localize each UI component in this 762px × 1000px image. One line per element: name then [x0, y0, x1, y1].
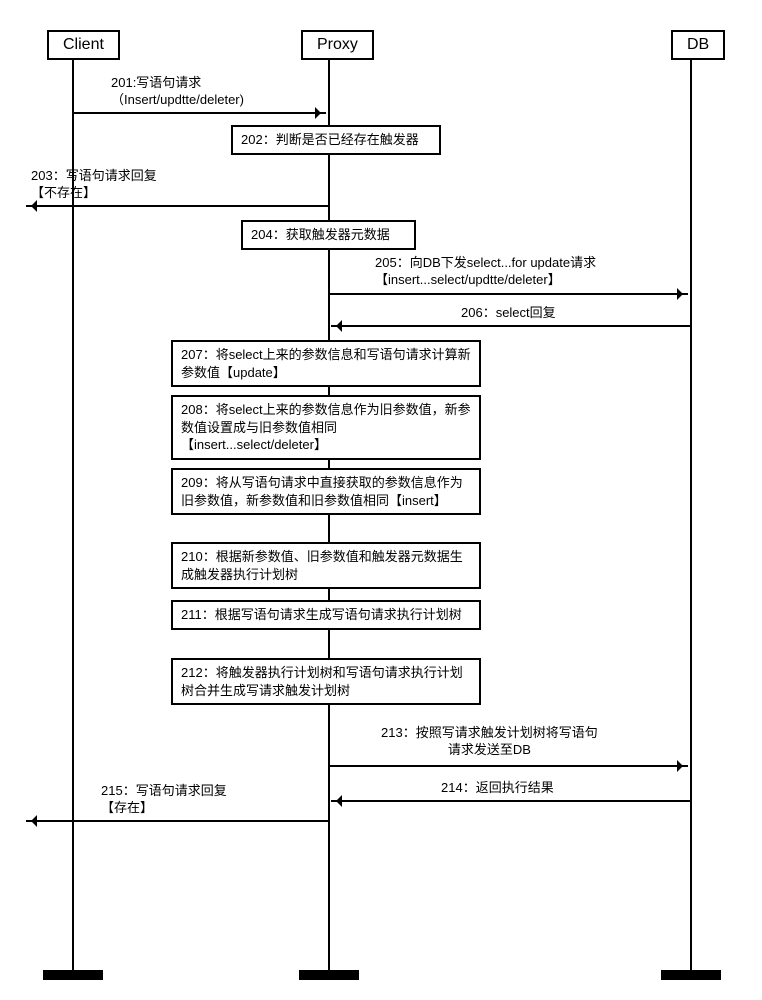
- participant-proxy: Proxy: [301, 30, 374, 60]
- label-201: 201:写语句请求 （Insert/updtte/deleter): [111, 75, 244, 109]
- label-201-l1: 201:写语句请求: [111, 75, 244, 92]
- endbar-proxy: [299, 970, 359, 980]
- label-213-l1: 213：按照写请求触发计划树将写语句: [381, 725, 598, 742]
- box-212: 212：将触发器执行计划树和写语句请求执行计划树合并生成写请求触发计划树: [171, 658, 481, 705]
- label-203-l1: 203：写语句请求回复: [31, 168, 157, 185]
- label-213-l2: 请求发送至DB: [381, 742, 598, 759]
- arrow-201: [74, 112, 326, 114]
- box-210: 210：根据新参数值、旧参数值和触发器元数据生成触发器执行计划树: [171, 542, 481, 589]
- label-203: 203：写语句请求回复 【不存在】: [31, 168, 157, 202]
- label-214: 214：返回执行结果: [441, 780, 554, 797]
- label-203-l2: 【不存在】: [31, 185, 157, 202]
- box-204: 204：获取触发器元数据: [241, 220, 416, 250]
- label-213: 213：按照写请求触发计划树将写语句 请求发送至DB: [381, 725, 598, 759]
- arrow-213: [330, 765, 688, 767]
- arrow-205: [330, 293, 688, 295]
- label-205: 205：向DB下发select...for update请求 【insert..…: [375, 255, 596, 289]
- participant-client: Client: [47, 30, 120, 60]
- endbar-db: [661, 970, 721, 980]
- box-202: 202：判断是否已经存在触发器: [231, 125, 441, 155]
- lifeline-db: [690, 60, 692, 970]
- arrow-215: [26, 820, 329, 822]
- label-215-l1: 215：写语句请求回复: [101, 783, 227, 800]
- label-215-l2: 【存在】: [101, 800, 227, 817]
- arrow-214: [331, 800, 691, 802]
- sequence-diagram: Client Proxy DB 201:写语句请求 （Insert/updtte…: [21, 20, 741, 980]
- box-207: 207：将select上来的参数信息和写语句请求计算新参数值【update】: [171, 340, 481, 387]
- box-211: 211：根据写语句请求生成写语句请求执行计划树: [171, 600, 481, 630]
- endbar-client: [43, 970, 103, 980]
- arrow-206: [331, 325, 691, 327]
- box-208: 208：将select上来的参数信息作为旧参数值，新参数值设置成与旧参数值相同【…: [171, 395, 481, 460]
- label-215: 215：写语句请求回复 【存在】: [101, 783, 227, 817]
- box-209: 209：将从写语句请求中直接获取的参数信息作为旧参数值，新参数值和旧参数值相同【…: [171, 468, 481, 515]
- arrow-203: [26, 205, 329, 207]
- label-205-l1: 205：向DB下发select...for update请求: [375, 255, 596, 272]
- participant-db: DB: [671, 30, 725, 60]
- label-205-l2: 【insert...select/updtte/deleter】: [375, 272, 596, 289]
- label-201-l2: （Insert/updtte/deleter): [111, 92, 244, 109]
- label-206: 206：select回复: [461, 305, 556, 322]
